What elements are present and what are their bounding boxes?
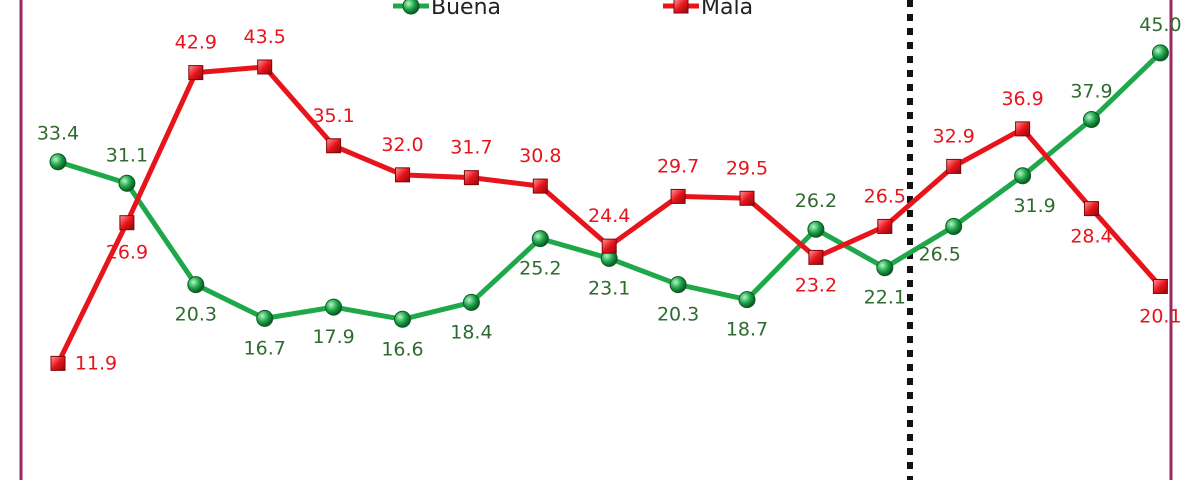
point-mala-14 — [1015, 121, 1031, 137]
data-label-mala-1: 26.9 — [106, 242, 148, 264]
point-mala-7 — [532, 178, 548, 194]
data-labels: 33.4 31.1 20.3 16.7 17.9 16.6 18.4 25.2 23.1 20.3… — [37, 14, 1182, 374]
point-buena-1 — [118, 174, 136, 192]
point-buena-0 — [49, 153, 67, 171]
legend-label-buena: Buena — [431, 0, 501, 20]
legend-label-mala: Mala — [701, 0, 753, 20]
point-mala-2 — [188, 65, 204, 81]
point-mala-5 — [395, 167, 410, 183]
legend-marker-buena — [402, 0, 420, 15]
data-label-buena-15: 37.9 — [1070, 80, 1112, 102]
data-label-mala-14: 36.9 — [1001, 88, 1043, 110]
data-label-buena-5: 16.6 — [381, 338, 423, 360]
data-label-mala-0: 11.9 — [75, 352, 117, 374]
data-label-mala-3: 43.5 — [244, 26, 286, 48]
point-buena-16 — [1151, 44, 1169, 62]
point-buena-7 — [531, 230, 549, 248]
data-label-mala-7: 30.8 — [519, 145, 561, 167]
legend-marker-mala — [673, 0, 689, 14]
point-mala-10 — [739, 190, 755, 206]
series-markers — [49, 44, 1169, 371]
data-label-buena-2: 20.3 — [175, 304, 217, 326]
data-label-buena-0: 33.4 — [37, 123, 79, 145]
data-label-buena-13: 26.5 — [919, 243, 961, 265]
point-mala-8 — [601, 238, 617, 254]
data-label-buena-8: 23.1 — [588, 277, 630, 299]
data-label-mala-13: 32.9 — [933, 125, 975, 147]
data-label-mala-2: 42.9 — [175, 32, 217, 54]
data-label-mala-11: 23.2 — [795, 274, 837, 296]
data-label-mala-15: 28.4 — [1070, 226, 1112, 248]
data-label-mala-10: 29.5 — [726, 157, 768, 179]
data-label-mala-12: 26.5 — [864, 185, 906, 207]
point-mala-12 — [877, 218, 893, 234]
point-buena-14 — [1014, 167, 1032, 185]
point-buena-12 — [876, 259, 894, 277]
point-mala-9 — [670, 188, 686, 204]
data-label-buena-11: 26.2 — [795, 190, 837, 212]
data-label-mala-4: 35.1 — [312, 105, 354, 127]
data-label-buena-4: 17.9 — [312, 326, 354, 348]
point-buena-11 — [807, 220, 825, 238]
data-label-mala-9: 29.7 — [657, 155, 699, 177]
data-label-buena-7: 25.2 — [519, 258, 561, 280]
point-buena-9 — [669, 276, 687, 294]
data-label-buena-16: 45.0 — [1139, 14, 1181, 36]
data-label-buena-6: 18.4 — [450, 321, 492, 343]
point-buena-5 — [394, 310, 411, 328]
point-mala-4 — [326, 138, 342, 154]
data-label-mala-8: 24.4 — [588, 205, 630, 227]
data-label-buena-10: 18.7 — [726, 319, 768, 341]
data-label-mala-16: 20.1 — [1139, 305, 1181, 327]
point-buena-3 — [256, 309, 274, 327]
data-label-buena-9: 20.3 — [657, 304, 699, 326]
legend: Buena Mala — [393, 0, 753, 20]
point-buena-2 — [187, 276, 205, 294]
point-mala-13 — [946, 158, 962, 174]
point-mala-1 — [119, 215, 135, 231]
data-label-mala-5: 32.0 — [381, 134, 423, 156]
point-mala-3 — [257, 59, 273, 75]
point-buena-6 — [462, 293, 480, 311]
data-label-buena-3: 16.7 — [244, 337, 286, 359]
point-buena-13 — [945, 217, 963, 235]
point-mala-6 — [463, 170, 479, 186]
point-mala-0 — [50, 355, 66, 371]
data-label-buena-12: 22.1 — [864, 287, 906, 309]
point-mala-16 — [1152, 278, 1168, 294]
point-mala-11 — [808, 249, 824, 265]
data-label-buena-1: 31.1 — [106, 144, 148, 166]
data-label-buena-14: 31.9 — [1013, 195, 1055, 217]
point-buena-4 — [325, 298, 343, 316]
point-buena-10 — [738, 291, 756, 309]
point-buena-15 — [1083, 110, 1100, 128]
data-label-mala-6: 31.7 — [450, 137, 492, 159]
point-mala-15 — [1084, 201, 1099, 217]
